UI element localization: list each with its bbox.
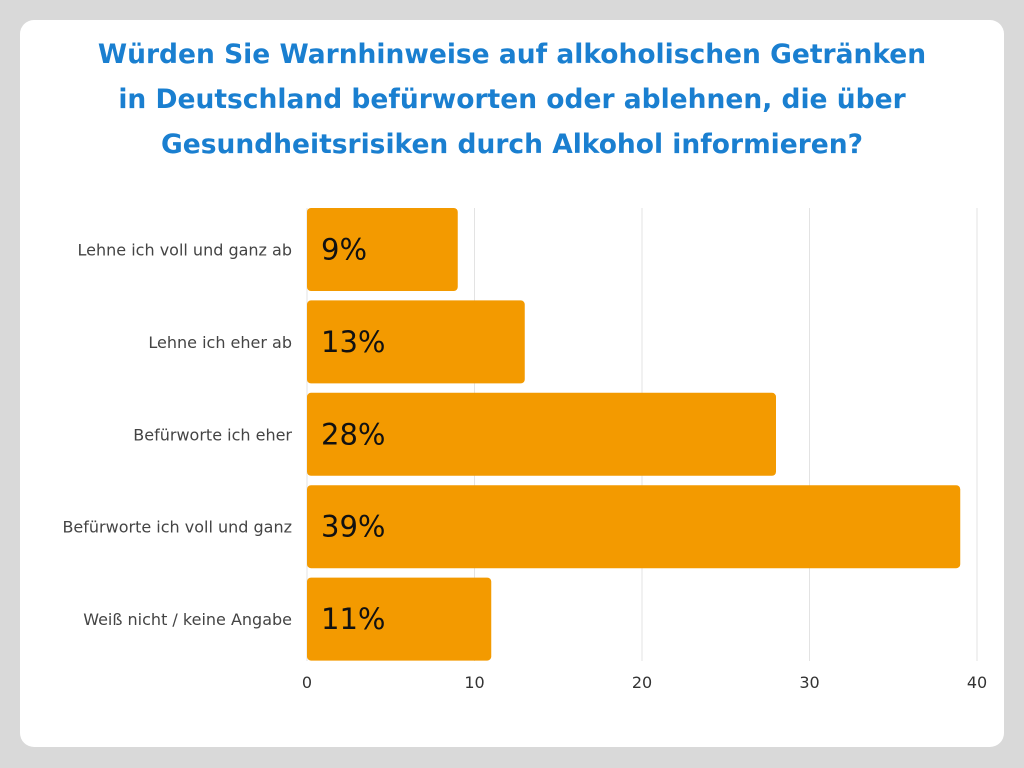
bars	[307, 208, 961, 661]
category-label: Lehne ich eher ab	[148, 333, 292, 352]
bar-4	[307, 485, 961, 569]
category-label: Lehne ich voll und ganz ab	[78, 241, 292, 260]
x-tick-label: 30	[799, 673, 819, 692]
category-label: Weiß nicht / keine Angabe	[83, 610, 292, 629]
chart-title-line-3: Gesundheitsrisiken durch Alkohol informi…	[160, 129, 864, 160]
bar-3	[307, 392, 776, 476]
x-tick-label: 40	[967, 673, 987, 692]
bar-chart: Lehne ich voll und ganz ab Lehne ich eher…	[62, 208, 987, 692]
data-label: 28%	[321, 417, 385, 451]
category-labels: Lehne ich voll und ganz ab Lehne ich eher…	[62, 241, 292, 630]
data-label: 13%	[321, 325, 385, 359]
chart-card: Würden Sie Warnhinweise auf alkoholische…	[20, 20, 1004, 747]
chart-title-line-1: Würden Sie Warnhinweise auf alkoholische…	[97, 39, 927, 70]
chart-title-line-2: in Deutschland befürworten oder ablehnen…	[118, 84, 906, 115]
category-label: Befürworte ich eher	[133, 425, 292, 444]
data-label: 11%	[321, 602, 385, 636]
data-label: 9%	[321, 233, 367, 267]
x-tick-label: 20	[632, 673, 652, 692]
data-label: 39%	[321, 510, 385, 544]
data-labels: 9% 13% 28% 39% 11%	[321, 233, 385, 637]
x-tick-label: 10	[464, 673, 484, 692]
bar-2	[307, 300, 525, 384]
x-tick-label: 0	[302, 673, 312, 692]
bar-5	[307, 577, 492, 661]
x-axis-ticks: 0 10 20 30 40	[302, 673, 987, 692]
chart-title: Würden Sie Warnhinweise auf alkoholische…	[20, 32, 1004, 167]
bar-1	[307, 208, 458, 291]
category-label: Befürworte ich voll und ganz	[62, 518, 292, 537]
